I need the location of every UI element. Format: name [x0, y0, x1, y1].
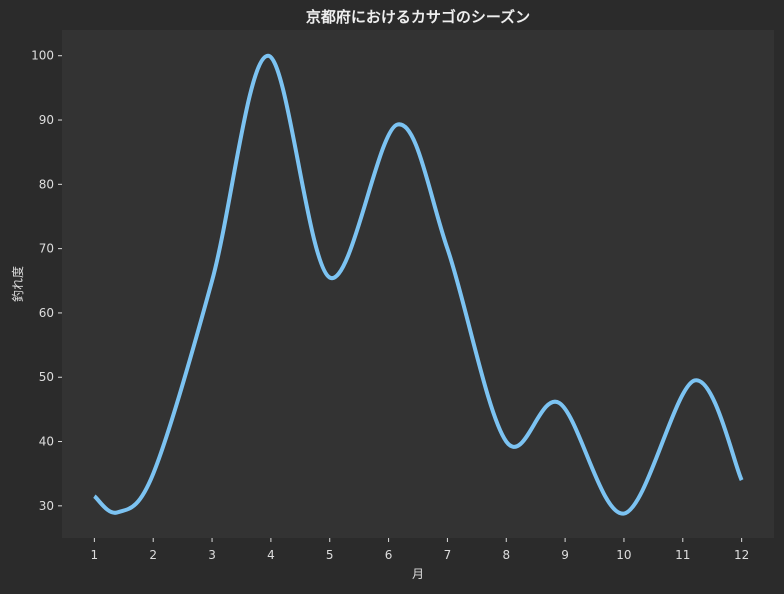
y-tick-label: 80: [39, 177, 54, 191]
x-tick-label: 7: [444, 548, 452, 562]
x-tick-label: 9: [561, 548, 569, 562]
y-tick-label: 30: [39, 499, 54, 513]
x-tick-label: 10: [616, 548, 631, 562]
x-tick-label: 6: [385, 548, 393, 562]
x-tick-label: 5: [326, 548, 334, 562]
x-tick-label: 2: [149, 548, 157, 562]
x-tick-label: 3: [208, 548, 216, 562]
y-tick-label: 60: [39, 306, 54, 320]
plot-area: [62, 30, 774, 538]
chart-title: 京都府におけるカサゴのシーズン: [306, 8, 530, 26]
x-tick-label: 8: [502, 548, 510, 562]
y-axis-label: 釣れ度: [10, 266, 25, 302]
y-tick-label: 100: [31, 49, 54, 63]
y-tick-label: 40: [39, 435, 54, 449]
y-tick-label: 90: [39, 113, 54, 127]
x-tick-label: 4: [267, 548, 275, 562]
x-tick-label: 11: [675, 548, 690, 562]
x-tick-label: 12: [734, 548, 749, 562]
x-tick-label: 1: [91, 548, 99, 562]
y-tick-label: 70: [39, 242, 54, 256]
x-axis-label: 月: [412, 567, 424, 581]
series-group: [93, 53, 744, 516]
y-tick-label: 50: [39, 370, 54, 384]
series-line-0: [93, 53, 744, 516]
